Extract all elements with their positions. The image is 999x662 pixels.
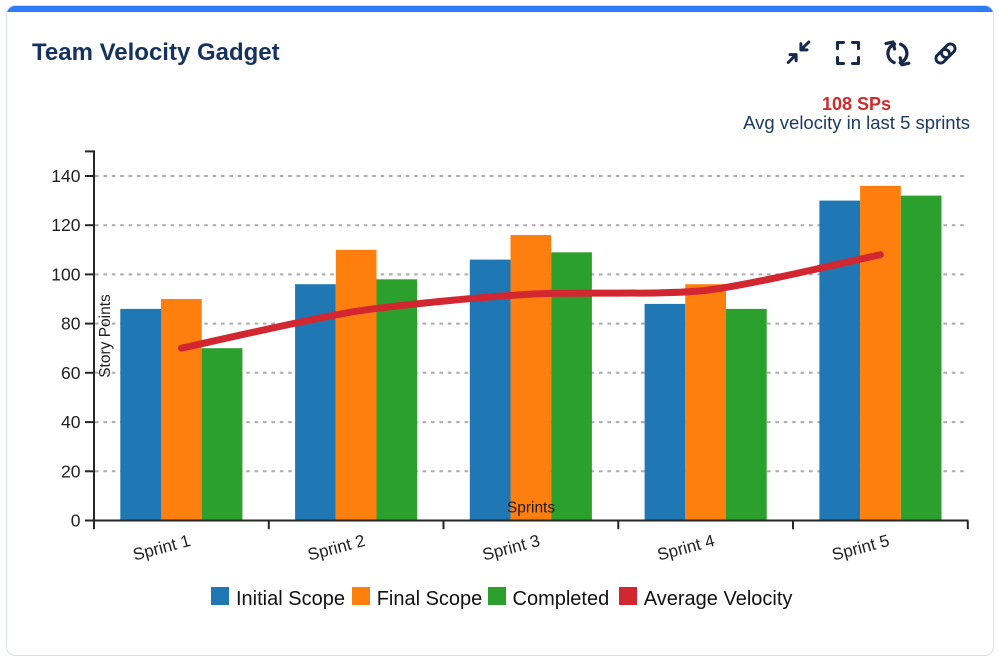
svg-text:80: 80 — [61, 314, 81, 334]
svg-text:Sprints: Sprints — [507, 500, 555, 517]
svg-text:20: 20 — [61, 461, 81, 481]
svg-text:100: 100 — [51, 264, 80, 284]
svg-text:Sprint 3: Sprint 3 — [480, 531, 542, 565]
svg-text:0: 0 — [71, 511, 81, 531]
svg-text:Sprint 2: Sprint 2 — [306, 531, 368, 565]
svg-text:60: 60 — [61, 363, 81, 383]
svg-text:Sprint 1: Sprint 1 — [131, 531, 193, 565]
svg-text:40: 40 — [61, 412, 81, 432]
svg-text:140: 140 — [51, 166, 80, 186]
svg-text:120: 120 — [51, 215, 80, 235]
svg-text:Story Points: Story Points — [97, 294, 114, 378]
svg-text:Sprint 5: Sprint 5 — [830, 531, 892, 565]
svg-text:Sprint 4: Sprint 4 — [655, 531, 717, 565]
